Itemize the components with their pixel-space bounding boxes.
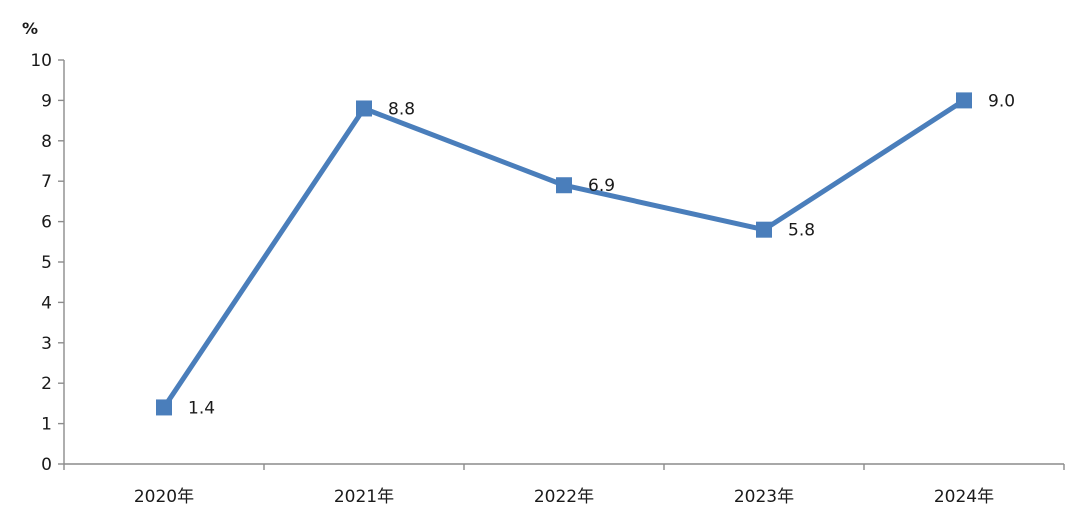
data-point-marker	[156, 399, 172, 416]
data-label: 8.8	[388, 99, 415, 119]
y-tick-label: 0	[41, 455, 52, 475]
y-tick-label: 8	[41, 132, 52, 152]
x-axis-ticks: 2020年 2021年 2022年 2023年 2024年	[63, 464, 1065, 507]
data-label: 9.0	[988, 91, 1015, 111]
y-tick-label: 4	[41, 293, 52, 313]
data-point-marker	[756, 221, 772, 238]
data-label: 1.4	[188, 398, 215, 418]
x-tick-label: 2020年	[134, 487, 194, 507]
y-tick-label: 1	[41, 415, 52, 435]
data-label: 5.8	[788, 221, 815, 241]
y-tick-label: 10	[30, 51, 52, 71]
x-tick-label: 2022年	[534, 487, 594, 507]
y-tick-label: 3	[41, 334, 52, 354]
y-tick-label: 2	[41, 374, 52, 394]
data-labels-layer: 1.4 8.8 6.9 5.8 9.0	[188, 91, 1015, 418]
y-axis-ticks: 0 1 2 3 4 5 6 7 8 9 10	[30, 51, 64, 475]
series-line	[161, 97, 967, 410]
data-point-marker	[956, 92, 972, 109]
y-tick-label: 6	[41, 213, 52, 233]
data-label: 6.9	[588, 176, 615, 196]
data-point-marker	[356, 100, 372, 117]
y-tick-label: 7	[41, 172, 52, 192]
y-axis-unit-label: %	[22, 19, 38, 38]
data-point-marker	[556, 177, 572, 194]
x-tick-label: 2024年	[934, 487, 994, 507]
y-tick-label: 5	[41, 253, 52, 273]
series-layer	[156, 92, 972, 416]
x-tick-label: 2023年	[734, 487, 794, 507]
y-tick-label: 9	[41, 91, 52, 111]
x-tick-label: 2021年	[334, 487, 394, 507]
